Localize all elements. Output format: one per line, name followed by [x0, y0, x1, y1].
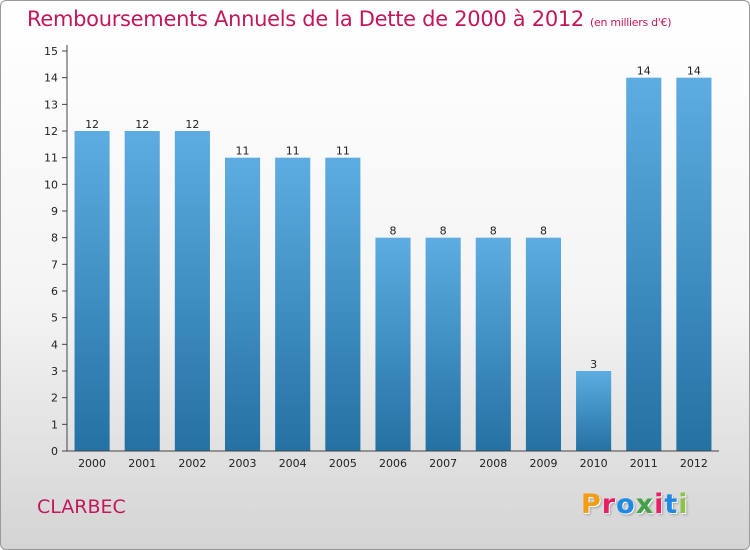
chart-unit: (en milliers d'€): [590, 16, 672, 29]
data-label: 11: [336, 145, 350, 158]
x-tick-label: 2012: [680, 457, 708, 470]
data-label: 8: [490, 225, 497, 238]
logo-letter: P: [581, 489, 602, 520]
logo-letter: r: [601, 489, 617, 520]
x-axis: 2000 2001 2002 2003 2004 2005 2006 2007 2008 2009…: [67, 450, 719, 470]
bar: [375, 237, 411, 451]
bar: [626, 77, 662, 452]
bars: 12 12 12 11 11 11 8 8 8 8 3 14 14: [74, 65, 712, 452]
y-tick-label: 2: [51, 392, 58, 405]
logo-letter: o: [616, 489, 636, 520]
y-tick-label: 7: [51, 258, 58, 271]
x-tick-label: 2000: [78, 457, 106, 470]
y-tick-label: 11: [44, 152, 58, 165]
logo-letter: i: [678, 489, 689, 520]
bar: [174, 131, 210, 451]
x-tick-label: 2010: [580, 457, 608, 470]
y-tick-label: 4: [51, 338, 58, 351]
y-tick-label: 1: [51, 418, 58, 431]
bar: [475, 237, 511, 451]
y-tick-label: 6: [51, 285, 58, 298]
x-tick-label: 2007: [429, 457, 457, 470]
data-label: 3: [590, 358, 597, 371]
y-tick-label: 12: [44, 125, 58, 138]
y-tick-label: 8: [51, 232, 58, 245]
proxiti-logo: Proxiti: [581, 489, 689, 520]
data-label: 12: [185, 118, 199, 131]
x-tick-label: 2005: [329, 457, 357, 470]
commune-name: CLARBEC: [37, 496, 126, 518]
bar: [275, 157, 311, 451]
chart-title: Remboursements Annuels de la Dette de 20…: [27, 7, 671, 31]
bar: [325, 157, 361, 451]
bar: [425, 237, 461, 451]
x-tick-label: 2001: [128, 457, 156, 470]
y-tick-label: 0: [51, 445, 58, 458]
x-tick-label: 2002: [178, 457, 206, 470]
y-tick-label: 10: [44, 178, 58, 191]
y-tick-label: 13: [44, 98, 58, 111]
x-tick-label: 2006: [379, 457, 407, 470]
x-tick-label: 2011: [630, 457, 658, 470]
data-label: 14: [687, 65, 701, 78]
bar: [224, 157, 261, 451]
y-tick-label: 14: [44, 72, 58, 85]
data-label: 8: [440, 225, 447, 238]
logo-letter: t: [664, 489, 679, 520]
data-label: 14: [637, 65, 651, 78]
y-tick-label: 9: [51, 205, 58, 218]
bar: [525, 237, 562, 451]
x-tick-label: 2004: [279, 457, 307, 470]
data-label: 8: [540, 225, 547, 238]
chart-title-text: Remboursements Annuels de la Dette de 20…: [27, 7, 584, 31]
x-tick-label: 2009: [529, 457, 557, 470]
logo-letter: i: [654, 489, 665, 520]
x-tick-label: 2008: [479, 457, 507, 470]
x-tick-label: 2003: [229, 457, 257, 470]
y-tick-label: 5: [51, 312, 58, 325]
bar: [676, 77, 712, 452]
data-label: 12: [85, 118, 99, 131]
data-label: 8: [390, 225, 397, 238]
data-label: 11: [236, 145, 250, 158]
bar: [74, 131, 110, 451]
logo-letter: x: [635, 489, 655, 520]
data-label: 12: [135, 118, 149, 131]
data-label: 11: [286, 145, 300, 158]
y-tick-label: 3: [51, 365, 58, 378]
y-tick-label: 15: [44, 45, 58, 58]
bar: [124, 131, 160, 451]
bar: [576, 371, 612, 451]
